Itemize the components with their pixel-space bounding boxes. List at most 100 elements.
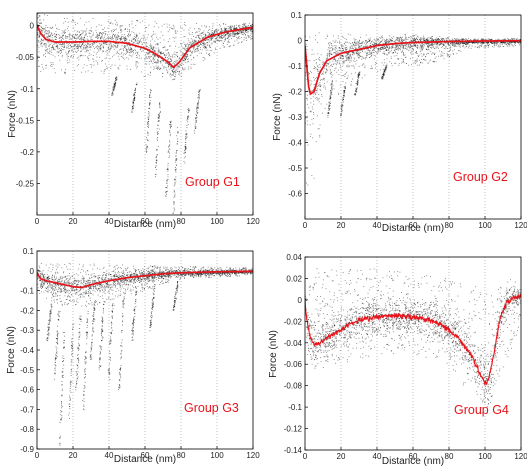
scatter-point bbox=[503, 41, 504, 43]
scatter-point bbox=[146, 42, 148, 44]
scatter-point bbox=[359, 46, 361, 48]
scatter-point bbox=[216, 37, 217, 39]
scatter-point bbox=[322, 64, 324, 66]
scatter-point bbox=[514, 44, 516, 46]
scatter-point bbox=[459, 43, 461, 45]
scatter-point bbox=[65, 35, 66, 37]
scatter-point bbox=[183, 41, 185, 43]
scatter-point bbox=[209, 50, 211, 52]
scatter-point bbox=[326, 34, 328, 36]
scatter-point bbox=[83, 39, 85, 41]
scatter-point bbox=[354, 67, 356, 69]
scatter-point bbox=[38, 21, 40, 23]
scatter-point bbox=[109, 58, 111, 60]
scatter-point bbox=[366, 55, 367, 57]
scatter-point bbox=[455, 43, 457, 45]
scatter-point bbox=[190, 50, 191, 52]
scatter-point bbox=[403, 54, 405, 56]
scatter-point bbox=[475, 42, 477, 44]
scatter-point bbox=[513, 41, 515, 43]
scatter-point bbox=[386, 38, 387, 40]
scatter-point bbox=[407, 45, 409, 47]
scatter-point bbox=[157, 60, 159, 62]
scatter-point bbox=[51, 46, 53, 48]
scatter-point bbox=[386, 40, 387, 42]
scatter-point bbox=[80, 38, 82, 40]
scatter-point bbox=[105, 33, 106, 35]
scatter-point bbox=[373, 48, 375, 50]
scatter-point bbox=[313, 77, 315, 78]
scatter-point bbox=[47, 52, 49, 54]
scatter-point bbox=[385, 47, 386, 48]
scatter-point bbox=[428, 43, 430, 45]
scatter-point bbox=[152, 63, 154, 65]
scatter-point bbox=[80, 37, 82, 39]
scatter-point bbox=[39, 15, 41, 17]
scatter-point bbox=[102, 29, 104, 30]
scatter-point bbox=[313, 113, 315, 115]
scatter-point bbox=[400, 44, 402, 45]
y-tick-label: -0.05 bbox=[16, 53, 35, 62]
scatter-point bbox=[119, 38, 121, 40]
tail-point bbox=[145, 150, 147, 152]
scatter-point bbox=[382, 48, 384, 50]
scatter-point bbox=[174, 67, 176, 69]
scatter-point bbox=[121, 38, 123, 40]
tail-point bbox=[176, 158, 177, 160]
scatter-point bbox=[425, 49, 427, 50]
scatter-point bbox=[386, 49, 388, 51]
scatter-point bbox=[413, 40, 415, 42]
scatter-point bbox=[317, 58, 319, 60]
scatter-point bbox=[130, 45, 131, 47]
scatter-point bbox=[213, 33, 214, 35]
scatter-point bbox=[330, 50, 332, 52]
scatter-point bbox=[458, 50, 460, 52]
scatter-point bbox=[162, 53, 164, 55]
scatter-point bbox=[126, 49, 127, 51]
scatter-point bbox=[351, 56, 352, 58]
scatter-point bbox=[124, 40, 126, 42]
scatter-point bbox=[340, 44, 342, 46]
scatter-point bbox=[422, 37, 424, 39]
scatter-point bbox=[222, 37, 223, 39]
scatter-point bbox=[460, 50, 462, 52]
scatter-point bbox=[208, 54, 210, 55]
tail-point bbox=[156, 128, 158, 130]
scatter-point bbox=[378, 40, 380, 42]
scatter-point bbox=[325, 65, 327, 66]
scatter-point bbox=[62, 44, 63, 46]
scatter-point bbox=[61, 51, 63, 53]
scatter-point bbox=[332, 74, 334, 76]
scatter-point bbox=[229, 28, 231, 30]
scatter-point bbox=[402, 41, 403, 42]
scatter-point bbox=[187, 54, 189, 55]
scatter-point bbox=[172, 24, 174, 26]
scatter-point bbox=[124, 58, 126, 60]
scatter-point bbox=[183, 58, 185, 59]
scatter-point bbox=[364, 74, 366, 76]
scatter-point bbox=[240, 27, 241, 29]
scatter-point bbox=[99, 35, 100, 37]
scatter-point bbox=[207, 45, 209, 46]
scatter-point bbox=[403, 45, 404, 47]
tail-point bbox=[147, 145, 148, 147]
tail-point bbox=[176, 143, 178, 145]
scatter-point bbox=[160, 62, 162, 64]
scatter-point bbox=[341, 56, 343, 57]
scatter-point bbox=[358, 47, 360, 48]
scatter-point bbox=[163, 46, 165, 48]
scatter-point bbox=[71, 50, 73, 52]
scatter-point bbox=[319, 66, 321, 68]
scatter-point bbox=[84, 40, 86, 41]
scatter-point bbox=[367, 41, 368, 43]
scatter-point bbox=[319, 56, 320, 58]
scatter-point bbox=[219, 31, 221, 33]
scatter-point bbox=[138, 40, 140, 42]
scatter-point bbox=[319, 64, 321, 65]
scatter-point bbox=[467, 42, 469, 44]
scatter-point bbox=[429, 47, 431, 48]
tail-point bbox=[167, 185, 168, 187]
scatter-point bbox=[178, 46, 180, 48]
scatter-point bbox=[245, 32, 247, 33]
scatter-point bbox=[361, 43, 363, 45]
